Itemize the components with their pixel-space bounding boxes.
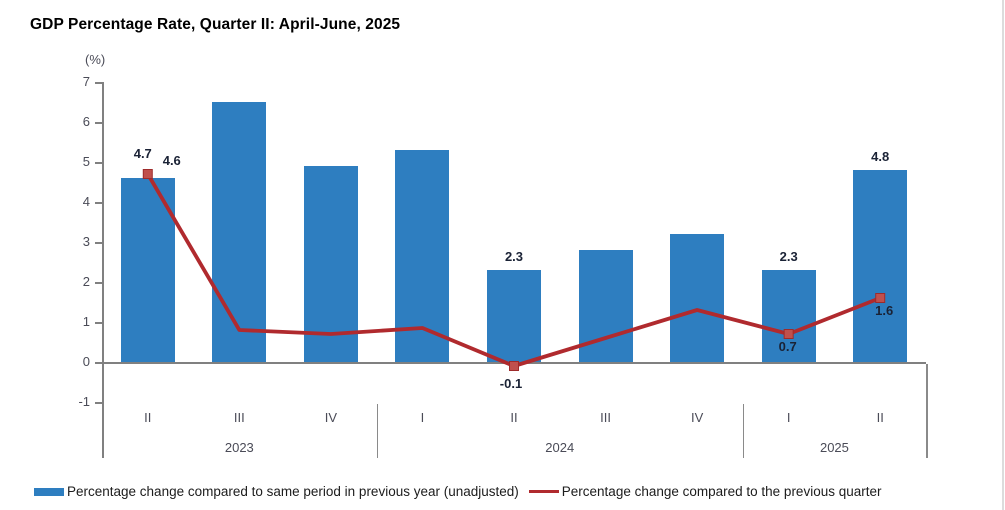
- line-value-label: 1.6: [875, 303, 894, 318]
- legend-bar-series-label: Percentage change compared to same perio…: [67, 484, 519, 499]
- y-tick-label: 0: [82, 354, 90, 369]
- bar-series-swatch-icon: [34, 487, 64, 496]
- bar-value-label: 4.6: [162, 153, 181, 168]
- bar: [578, 250, 633, 362]
- y-tick-label: 2: [82, 274, 90, 289]
- y-tick-label: 3: [82, 234, 90, 249]
- y-axis-tick: [95, 202, 102, 204]
- year-label: 2024: [545, 440, 575, 455]
- legend-line-series-label: Percentage change compared to the previo…: [561, 484, 882, 499]
- legend-item-bar-series: Percentage change compared to same perio…: [34, 484, 519, 499]
- y-axis-tick: [95, 122, 102, 124]
- y-tick-label: 6: [82, 114, 90, 129]
- year-label: 2025: [819, 440, 849, 455]
- bar: [395, 150, 450, 362]
- quarter-label: II: [510, 410, 518, 425]
- y-axis-tick: [95, 402, 102, 404]
- bar: [120, 178, 175, 362]
- bar-value-label: 4.8: [871, 149, 890, 164]
- line-value-label: -0.1: [499, 376, 523, 391]
- y-tick-label: 5: [82, 154, 90, 169]
- quarter-label: III: [233, 410, 245, 425]
- quarter-label: II: [876, 410, 884, 425]
- line-series-swatch-icon: [528, 490, 559, 493]
- bar-value-label: 2.3: [779, 249, 798, 264]
- bar-value-label: 2.3: [504, 249, 524, 264]
- quarter-label: I: [420, 410, 425, 425]
- x-axis-line: [102, 362, 926, 364]
- y-tick-label: -1: [78, 394, 90, 409]
- quarter-label: II: [144, 410, 152, 425]
- quarter-label: IV: [324, 410, 338, 425]
- y-axis-tick: [95, 282, 102, 284]
- bar: [303, 166, 358, 362]
- bar: [853, 170, 908, 362]
- y-axis-tick: [95, 322, 102, 324]
- chart-title: GDP Percentage Rate, Quarter II: April-J…: [30, 16, 401, 33]
- line-value-label: 0.7: [778, 339, 797, 354]
- y-tick-label: 1: [82, 314, 90, 329]
- y-axis-tick: [95, 242, 102, 244]
- year-group-separator: [926, 364, 928, 458]
- line-value-label: 4.7: [133, 146, 152, 161]
- quarter-label: IV: [690, 410, 704, 425]
- y-axis-unit-label: (%): [85, 52, 106, 67]
- y-tick-label: 7: [82, 74, 90, 89]
- legend-item-line-series: Percentage change compared to the previo…: [528, 484, 882, 499]
- legend: Percentage change compared to same perio…: [34, 484, 881, 499]
- bar: [487, 270, 541, 362]
- bar: [212, 102, 267, 362]
- y-axis-tick: [95, 82, 102, 84]
- year-group-separator: [376, 404, 379, 458]
- page-right-border: [1002, 0, 1004, 510]
- y-axis-tick: [95, 162, 102, 164]
- bar: [670, 234, 725, 362]
- quarter-label: III: [600, 410, 611, 425]
- year-label: 2023: [224, 440, 254, 455]
- y-axis-tick: [95, 362, 102, 364]
- y-tick-label: 4: [82, 194, 90, 209]
- quarter-label: I: [786, 410, 791, 425]
- y-axis-line: [102, 82, 104, 458]
- year-group-separator: [742, 404, 745, 458]
